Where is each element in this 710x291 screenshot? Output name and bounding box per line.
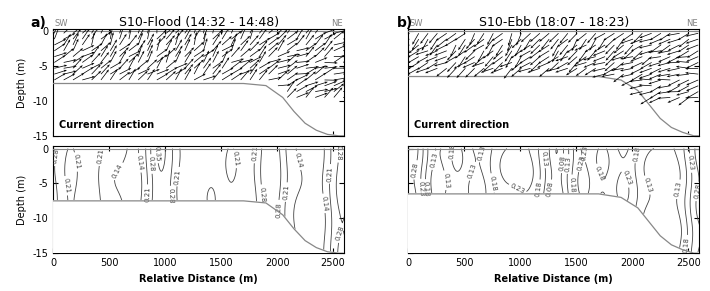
Text: 0.13: 0.13 xyxy=(467,163,478,180)
Text: 0.14: 0.14 xyxy=(320,195,328,212)
Text: 0.28: 0.28 xyxy=(335,225,346,242)
Text: 0.28: 0.28 xyxy=(336,145,342,161)
Text: 0.18: 0.18 xyxy=(569,176,575,192)
Text: SW: SW xyxy=(55,19,68,28)
Y-axis label: Depth (m): Depth (m) xyxy=(17,175,27,225)
Text: 0.35: 0.35 xyxy=(154,146,160,162)
Polygon shape xyxy=(408,77,699,136)
Text: 0.21: 0.21 xyxy=(174,168,182,185)
Text: 0.28: 0.28 xyxy=(258,186,266,202)
Text: 0.13: 0.13 xyxy=(564,156,572,172)
X-axis label: Relative Distance (m): Relative Distance (m) xyxy=(139,274,258,284)
Text: 0.21: 0.21 xyxy=(283,184,290,200)
Text: 0.23: 0.23 xyxy=(509,182,526,195)
Text: 0.13: 0.13 xyxy=(643,177,652,194)
Text: 0.13: 0.13 xyxy=(442,172,449,188)
Polygon shape xyxy=(53,84,344,136)
Text: 0.21: 0.21 xyxy=(62,178,70,194)
Text: 0.14: 0.14 xyxy=(136,155,144,171)
Text: 0.21: 0.21 xyxy=(327,166,333,182)
Text: 0.21: 0.21 xyxy=(251,146,258,162)
Text: 0.18: 0.18 xyxy=(683,237,690,253)
Text: 0.28: 0.28 xyxy=(275,202,282,218)
Text: 0.18: 0.18 xyxy=(535,181,543,198)
Title: S10-Ebb (18:07 - 18:23): S10-Ebb (18:07 - 18:23) xyxy=(479,16,629,29)
Text: 0.23: 0.23 xyxy=(417,181,425,197)
Text: 0.21: 0.21 xyxy=(97,148,104,164)
Text: 0.23: 0.23 xyxy=(581,145,589,161)
Text: 0.14: 0.14 xyxy=(111,163,124,179)
Title: S10-Flood (14:32 - 14:48): S10-Flood (14:32 - 14:48) xyxy=(119,16,279,29)
Polygon shape xyxy=(408,194,699,253)
Text: 0.08: 0.08 xyxy=(546,181,555,198)
Text: 0.18: 0.18 xyxy=(449,143,456,159)
Text: 0.21: 0.21 xyxy=(232,150,240,166)
Text: 0.18: 0.18 xyxy=(488,175,497,191)
Text: 0.28: 0.28 xyxy=(167,188,173,203)
Text: 0.28: 0.28 xyxy=(411,162,420,178)
Y-axis label: Depth (m): Depth (m) xyxy=(17,57,27,108)
Text: 0.13: 0.13 xyxy=(476,144,486,161)
Polygon shape xyxy=(53,201,344,253)
Text: 0.28: 0.28 xyxy=(52,148,60,164)
Text: 0.21: 0.21 xyxy=(144,186,151,202)
Text: NE: NE xyxy=(687,19,698,28)
Text: 0.23: 0.23 xyxy=(577,154,586,171)
Text: 0.21: 0.21 xyxy=(72,154,81,170)
Text: 0.18: 0.18 xyxy=(422,181,430,197)
Text: 0.23: 0.23 xyxy=(687,155,694,171)
X-axis label: Relative Distance (m): Relative Distance (m) xyxy=(494,274,613,284)
Text: Current direction: Current direction xyxy=(59,120,154,130)
Text: 0.28: 0.28 xyxy=(148,156,155,172)
Text: 0.13: 0.13 xyxy=(430,152,439,169)
Text: 0.18: 0.18 xyxy=(633,145,641,162)
Text: a): a) xyxy=(30,16,46,30)
Text: b): b) xyxy=(397,16,413,30)
Text: 0.28: 0.28 xyxy=(693,183,701,200)
Text: SW: SW xyxy=(410,19,423,28)
Text: Current velocity: Current velocity xyxy=(59,238,148,248)
Text: 0.13: 0.13 xyxy=(674,181,683,198)
Text: Current direction: Current direction xyxy=(414,120,509,130)
Text: NE: NE xyxy=(331,19,343,28)
Text: 0.14: 0.14 xyxy=(293,152,303,169)
Text: 0.08: 0.08 xyxy=(559,155,567,171)
Text: 0.18: 0.18 xyxy=(594,165,605,182)
Text: Current velocity: Current velocity xyxy=(414,238,503,248)
Text: 0.23: 0.23 xyxy=(621,170,632,187)
Text: 0.13: 0.13 xyxy=(541,150,548,166)
